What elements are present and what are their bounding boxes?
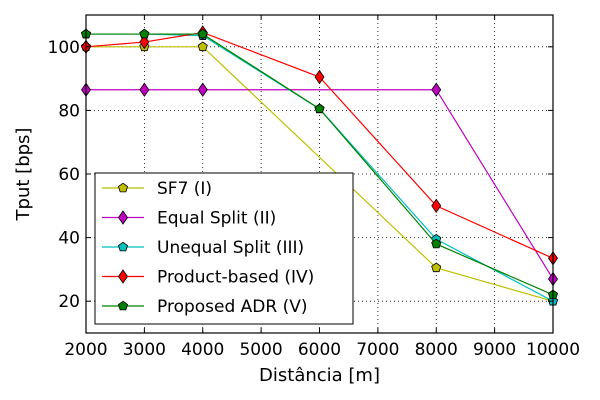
x-tick-label: 7000 (356, 340, 399, 360)
data-point (431, 82, 442, 97)
grid-lines (86, 15, 553, 333)
legend-marker (117, 182, 129, 193)
y-tick-label: 20 (58, 292, 80, 312)
data-point (197, 28, 208, 39)
series-4 (81, 25, 558, 266)
data-point (431, 198, 442, 214)
x-tick-label: 2000 (64, 340, 107, 360)
series-1 (80, 41, 559, 306)
x-tick-label: 8000 (415, 340, 458, 360)
data-point (314, 69, 325, 85)
data-point (197, 82, 208, 97)
y-tick-label: 100 (48, 38, 80, 58)
legend-entry: Unequal Split (III) (102, 238, 304, 258)
legend-label: SF7 (I) (157, 179, 212, 199)
series-line (86, 33, 554, 296)
series-5 (80, 28, 559, 300)
data-point (431, 262, 442, 273)
legend-marker (117, 300, 129, 311)
legend-entry: Equal Split (II) (102, 209, 276, 229)
x-tick-label: 9000 (473, 340, 516, 360)
legend-label: Product-based (IV) (157, 268, 314, 288)
data-point (139, 34, 150, 50)
data-point (139, 28, 150, 39)
legend-marker (118, 210, 128, 225)
data-point (431, 238, 442, 249)
data-point (197, 41, 208, 52)
x-tick-label: 6000 (298, 340, 341, 360)
y-tick-label: 60 (58, 165, 80, 185)
x-tick-label: 3000 (123, 340, 166, 360)
data-point (139, 82, 150, 97)
legend-marker (118, 269, 128, 284)
x-tick-label: 10000 (526, 340, 580, 360)
legend-entry: Proposed ADR (V) (102, 297, 308, 317)
data-point (314, 103, 325, 114)
legend-entry: SF7 (I) (102, 179, 212, 199)
x-axis-label: Distância [m] (259, 365, 380, 386)
y-axis-label: Tput [bps] (13, 128, 34, 222)
series-line (85, 31, 554, 259)
legend-marker (117, 241, 129, 252)
legend-entry: Product-based (IV) (102, 268, 314, 288)
x-tick-label: 4000 (181, 340, 224, 360)
x-tick-label: 5000 (239, 340, 282, 360)
legend-label: Proposed ADR (V) (157, 297, 308, 317)
legend-label: Unequal Split (III) (157, 238, 304, 258)
legend-label: Equal Split (II) (157, 209, 276, 229)
y-tick-label: 40 (58, 229, 80, 249)
legend: SF7 (I) Equal Split (II) Unequal Split (II… (94, 172, 354, 325)
series-layer (80, 25, 559, 306)
axis-ticks: 2000 3000 4000 5000 6000 7000 8000 9000 10000 20 4… (48, 15, 580, 360)
y-tick-label: 80 (58, 101, 80, 121)
legend-box (94, 172, 354, 325)
